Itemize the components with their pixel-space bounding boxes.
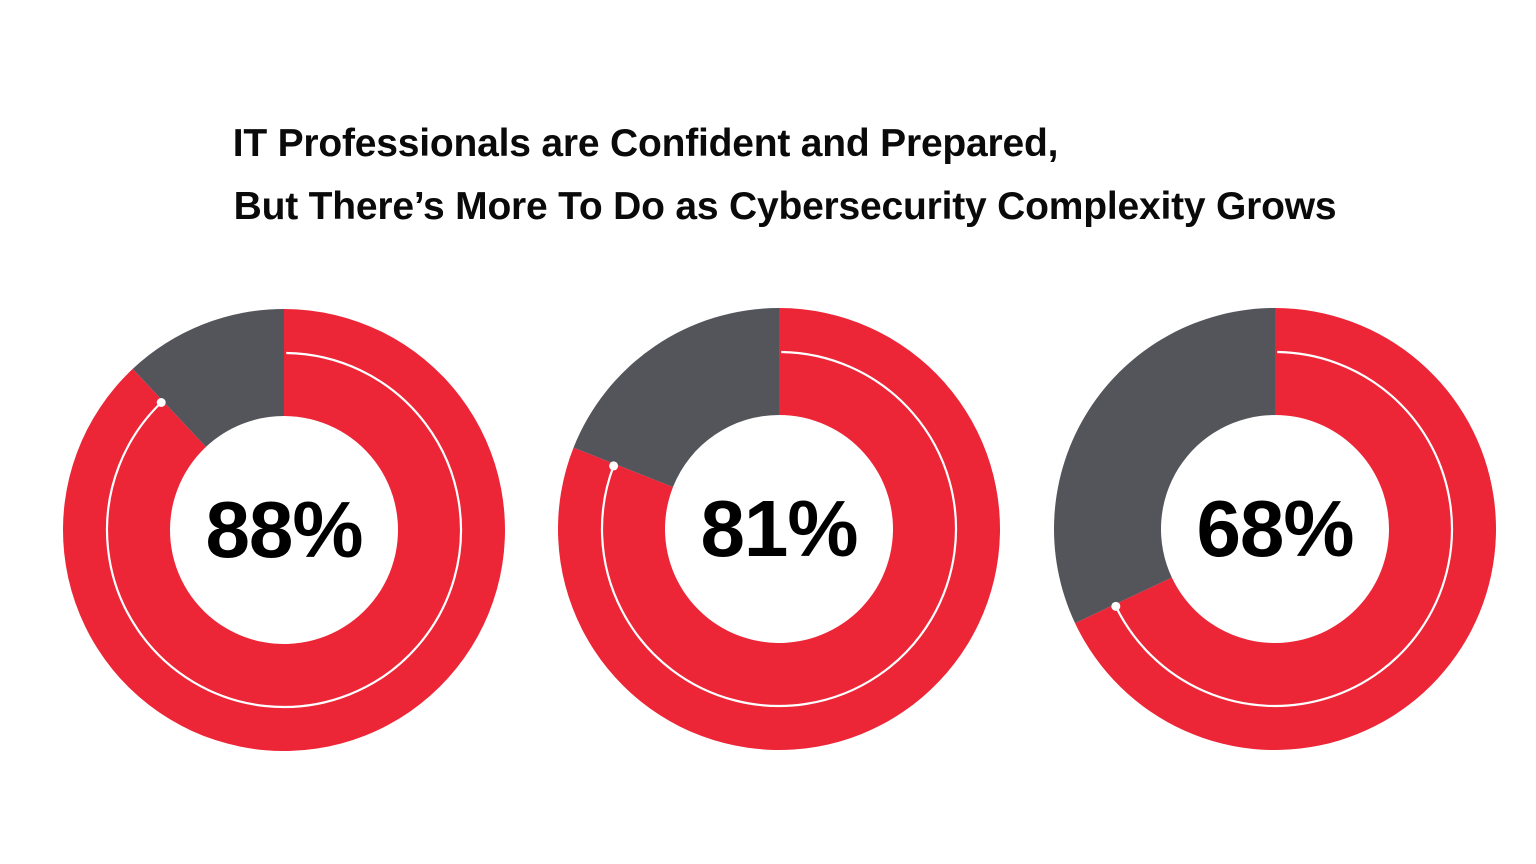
donut-segment-remainder xyxy=(1054,308,1275,624)
donut-segment-remainder xyxy=(573,308,779,488)
donut-chart-1: 88% xyxy=(54,300,514,760)
donut-graphic xyxy=(1054,308,1496,750)
donut-value-label: 88% xyxy=(205,485,363,574)
progress-end-dot-icon xyxy=(609,461,619,471)
progress-end-dot-icon xyxy=(1111,601,1121,611)
donut-segment-share xyxy=(62,309,505,751)
progress-end-dot-icon xyxy=(156,398,166,408)
donut-chart-2: 81% xyxy=(549,299,1009,759)
donut-graphic xyxy=(62,309,505,751)
progress-indicator-line xyxy=(105,351,463,709)
donut-chart-3: 68% xyxy=(1045,299,1505,759)
chart-title: IT Professionals are Confident and Prepa… xyxy=(0,112,1536,238)
chart-title-line-1: IT Professionals are Confident and Prepa… xyxy=(232,122,1059,165)
donut-value-label: 68% xyxy=(1196,484,1354,573)
donut-value-label: 81% xyxy=(700,484,858,573)
chart-title-line-2: But There’s More To Do as Cybersecurity … xyxy=(233,185,1337,228)
donut-graphic xyxy=(558,308,1000,750)
progress-indicator-line xyxy=(1114,350,1454,708)
donut-segment-remainder xyxy=(132,309,284,447)
donut-segment-share xyxy=(558,308,1000,750)
progress-indicator-line xyxy=(600,350,958,708)
donut-segment-share xyxy=(1075,308,1496,750)
